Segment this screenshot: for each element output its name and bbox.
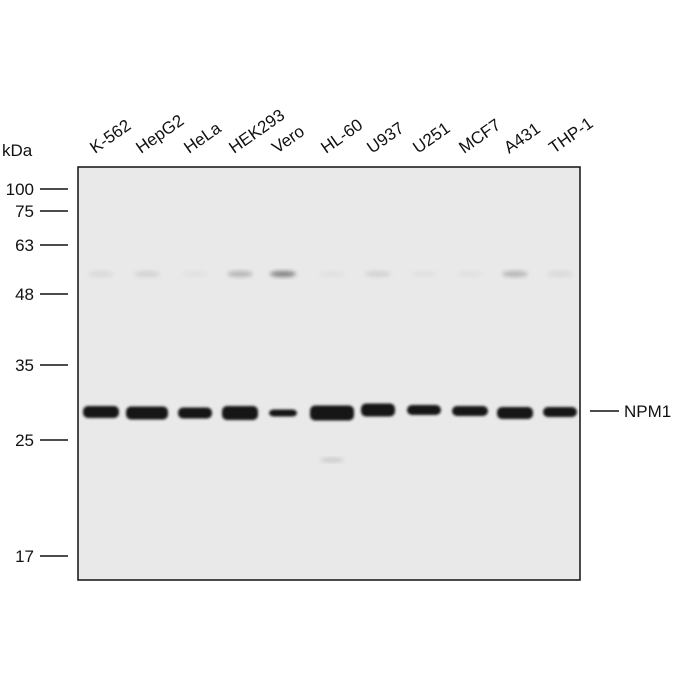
unit-label: kDa [2,141,33,160]
protein-band [83,406,119,418]
lane-label: HeLa [180,118,225,157]
lane-label: THP-1 [545,114,596,158]
marker-label: 48 [15,285,34,304]
faint-band [227,271,253,277]
lane-label: A431 [500,119,543,157]
faint-band [502,271,528,277]
faint-band [457,271,483,277]
protein-band [310,405,354,421]
lane-label: HL-60 [317,115,366,157]
protein-band [407,405,441,415]
protein-band [178,407,212,419]
lane-label: HepG2 [132,111,187,157]
faint-band [182,271,208,277]
marker-label: 100 [6,180,34,199]
protein-band [361,403,395,417]
faint-band [134,271,160,277]
faint-band [319,271,345,277]
protein-band [222,406,258,420]
protein-band [452,406,488,416]
lane-label: MCF7 [455,115,504,157]
lane-label: U251 [409,118,453,157]
blot-membrane [77,166,581,581]
marker-label: 25 [15,431,34,450]
band-label: NPM1 [624,402,671,421]
protein-band [269,409,297,417]
faint-band [365,271,391,277]
marker-label: 17 [15,547,34,566]
marker-label: 75 [15,202,34,221]
lane-label: U937 [363,118,407,157]
faint-band [411,271,437,277]
protein-band [543,407,577,417]
protein-band [497,407,533,419]
faint-band [320,458,344,462]
faint-band [270,271,296,277]
marker-label: 35 [15,356,34,375]
faint-band [88,271,114,277]
faint-band [547,271,573,277]
lane-label: K-562 [86,116,134,158]
protein-band [126,406,168,420]
marker-label: 63 [15,236,34,255]
